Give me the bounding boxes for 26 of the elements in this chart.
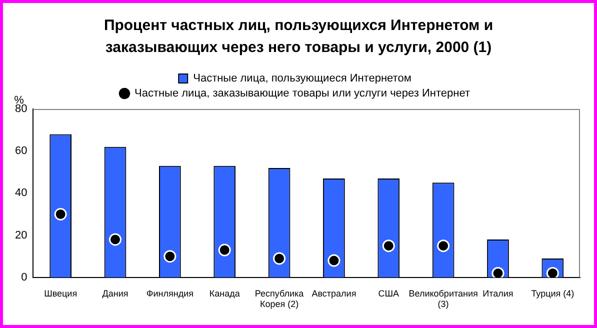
point bbox=[164, 250, 176, 263]
point bbox=[218, 244, 231, 256]
x-tick-label: Канада bbox=[209, 288, 240, 298]
legend-label: Частные лица, пользующиеся Интернетом bbox=[193, 72, 412, 85]
y-tick-label: 0 bbox=[21, 271, 28, 284]
x-tick-label: США bbox=[378, 288, 400, 298]
x-tick-label: Турция (4) bbox=[531, 288, 574, 298]
x-tick-label: Финляндия bbox=[146, 288, 194, 298]
point bbox=[437, 240, 450, 252]
y-tick-label: 60 bbox=[14, 145, 28, 158]
point bbox=[382, 240, 395, 252]
chart-title: Процент частных лиц, пользующихся Интернетом и заказывающих через него товары и услуги, 2000 (1) bbox=[102, 16, 494, 58]
x-tick-label: Дания bbox=[102, 288, 128, 298]
point bbox=[109, 233, 122, 246]
point bbox=[273, 252, 286, 265]
x-tick-label: Австралия bbox=[312, 288, 356, 298]
point bbox=[54, 208, 67, 220]
x-tick-label: Италия bbox=[482, 288, 514, 298]
legend-label: Частные лица, заказывающие товары или услуги через Интернет bbox=[134, 88, 470, 100]
x-tick-label: Великобритания (3) bbox=[408, 288, 478, 310]
y-tick-label: 40 bbox=[14, 187, 28, 200]
point bbox=[328, 254, 340, 267]
x-tick-label: Швеция bbox=[44, 288, 78, 298]
point bbox=[492, 266, 504, 278]
y-tick-label: 20 bbox=[14, 229, 28, 242]
x-tick-label: Республика Корея (2) bbox=[254, 288, 304, 310]
